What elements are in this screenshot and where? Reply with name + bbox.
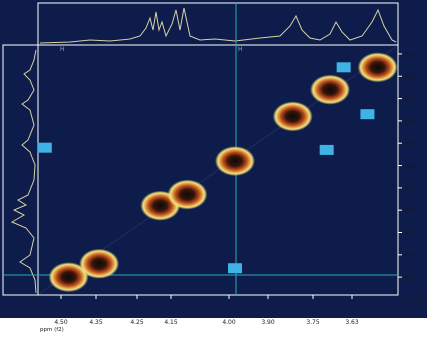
y-tick-label: 4.00: [404, 164, 417, 170]
y-tick-label: 3.50: [404, 52, 417, 58]
peak-2[interactable]: [79, 248, 120, 279]
plot-frame: [37, 44, 399, 296]
y-tick-label: 3.70: [404, 97, 417, 103]
x-tick-label: 4.50: [54, 319, 68, 326]
x-axis-unit: ppm (f2): [40, 327, 64, 333]
y-tick-label: 3.90: [404, 141, 417, 147]
y-tick-label: 4.50: [404, 275, 417, 281]
y-axis-unit: ppm (f1): [402, 298, 426, 304]
y-tick-label: 4.40: [404, 253, 417, 259]
cursor-label-left: H: [60, 46, 65, 53]
peak-6[interactable]: [272, 101, 313, 132]
neg-peak-2[interactable]: [227, 263, 242, 274]
neg-peak-3[interactable]: [360, 109, 375, 120]
x-tick-label: 4.00: [222, 319, 236, 326]
y-tick-label: 3.80: [404, 119, 417, 125]
f1-projection-trace: [10, 49, 37, 294]
neg-peak-1[interactable]: [37, 142, 52, 153]
y-tick-label: 4.20: [404, 208, 417, 214]
peak-5[interactable]: [214, 146, 255, 177]
peak-7[interactable]: [310, 74, 351, 105]
y-tick-label: 4.30: [404, 231, 417, 237]
neg-peak-5[interactable]: [336, 62, 351, 73]
f2-axis: 4.50 4.35 4.25 4.15 4.00 3.90 3.75 3.63: [54, 295, 359, 326]
x-tick-label: 4.15: [164, 319, 178, 326]
peak-8[interactable]: [357, 52, 398, 83]
neg-peak-4[interactable]: [319, 144, 334, 155]
f1-axis: 3.50 3.60 3.70 3.80 3.90 4.00 4.10 4.20 4.30 4.40…: [398, 52, 417, 281]
cursor-label-center: H: [238, 46, 243, 53]
x-tick-label: 4.25: [130, 319, 144, 326]
peak-1[interactable]: [48, 262, 89, 293]
y-tick-label: 3.60: [404, 74, 417, 80]
x-tick-label: 4.35: [89, 319, 103, 326]
f2-projection-trace: [39, 7, 397, 44]
peak-4[interactable]: [167, 179, 208, 210]
x-tick-label: 3.90: [261, 319, 275, 326]
x-tick-label: 3.75: [306, 319, 320, 326]
x-tick-label: 3.63: [345, 319, 359, 326]
y-tick-label: 4.10: [404, 186, 417, 192]
peak-layer: [37, 52, 398, 293]
